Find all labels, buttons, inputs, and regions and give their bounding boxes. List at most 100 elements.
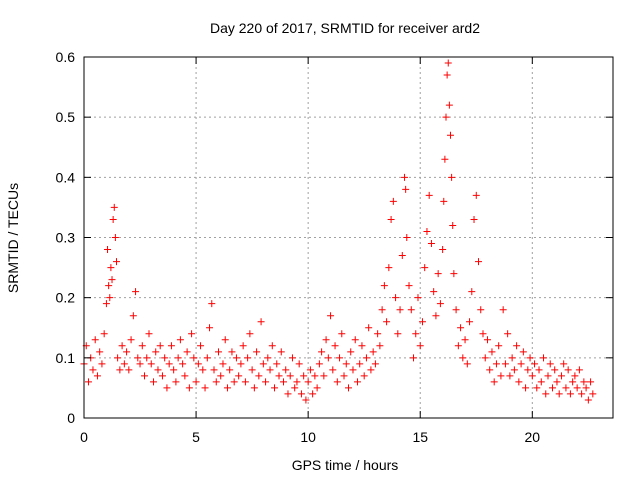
data-point <box>108 276 116 284</box>
data-point <box>282 366 290 374</box>
data-point <box>232 354 240 362</box>
x-tick-label: 15 <box>412 429 428 445</box>
data-point <box>479 330 487 338</box>
x-tick-label: 20 <box>525 429 541 445</box>
data-point <box>206 324 214 332</box>
data-point <box>181 372 189 380</box>
data-point <box>519 348 527 356</box>
x-tick-label: 0 <box>80 429 88 445</box>
data-point <box>271 384 279 392</box>
data-point <box>295 360 303 368</box>
data-point <box>442 113 450 121</box>
data-point <box>385 264 393 272</box>
data-point <box>284 390 292 398</box>
data-point <box>358 342 366 350</box>
data-point <box>246 330 254 338</box>
data-point <box>331 342 339 350</box>
data-point <box>288 354 296 362</box>
data-point <box>499 306 507 314</box>
data-point <box>445 101 453 109</box>
data-point <box>311 372 319 380</box>
data-point <box>273 360 281 368</box>
data-point <box>526 354 534 362</box>
x-tick-label: 5 <box>192 429 200 445</box>
data-point <box>309 390 317 398</box>
data-point <box>490 378 498 386</box>
data-point <box>475 258 483 266</box>
x-axis-label: GPS time / hours <box>292 457 399 473</box>
data-point <box>302 396 310 404</box>
data-point <box>531 360 539 368</box>
data-point <box>116 366 124 374</box>
data-point <box>239 342 247 350</box>
data-point <box>401 173 409 181</box>
data-point <box>587 378 595 386</box>
data-point <box>235 372 243 380</box>
data-point <box>483 336 491 344</box>
data-point <box>449 221 457 229</box>
data-point <box>262 378 270 386</box>
data-point <box>560 360 568 368</box>
data-point <box>452 306 460 314</box>
data-point <box>98 360 106 368</box>
data-point <box>113 258 121 266</box>
data-point <box>110 203 118 211</box>
data-point <box>248 366 256 374</box>
data-point <box>504 330 512 338</box>
data-point <box>459 354 467 362</box>
data-point <box>297 390 305 398</box>
data-point <box>161 354 169 362</box>
data-point <box>347 348 355 356</box>
data-point <box>132 288 140 296</box>
data-point <box>564 366 572 374</box>
data-point <box>418 318 426 326</box>
data-point <box>109 215 117 223</box>
data-point <box>436 300 444 308</box>
data-point <box>575 366 583 374</box>
data-point <box>105 282 113 290</box>
data-point <box>253 348 261 356</box>
data-point <box>582 384 590 392</box>
y-tick-label: 0.5 <box>56 109 76 125</box>
data-point <box>300 372 308 380</box>
data-point <box>163 384 171 392</box>
data-point <box>562 384 570 392</box>
data-point <box>407 306 415 314</box>
data-point <box>513 342 521 350</box>
data-point <box>279 378 287 386</box>
data-point <box>392 294 400 302</box>
data-point <box>540 354 548 362</box>
data-point <box>201 384 209 392</box>
y-tick-label: 0.1 <box>56 350 76 366</box>
data-point <box>217 372 225 380</box>
data-point <box>338 330 346 338</box>
data-point <box>495 342 503 350</box>
data-point <box>349 366 357 374</box>
data-point <box>548 384 556 392</box>
data-point <box>584 396 592 404</box>
data-point <box>156 342 164 350</box>
data-point <box>542 390 550 398</box>
data-point <box>412 330 420 338</box>
data-point <box>533 384 541 392</box>
data-point <box>149 378 157 386</box>
data-point <box>141 372 149 380</box>
data-point <box>266 366 274 374</box>
data-point <box>356 360 364 368</box>
data-point <box>440 197 448 205</box>
data-point <box>551 366 559 374</box>
data-point <box>102 300 110 308</box>
data-point <box>197 342 205 350</box>
data-point <box>481 354 489 362</box>
data-point <box>443 71 451 79</box>
data-point <box>402 185 410 193</box>
data-point <box>351 336 359 344</box>
data-point <box>259 360 267 368</box>
data-point <box>486 366 494 374</box>
data-point <box>573 384 581 392</box>
data-point <box>524 366 532 374</box>
data-point <box>566 390 574 398</box>
data-point <box>405 282 413 290</box>
data-point <box>120 360 128 368</box>
